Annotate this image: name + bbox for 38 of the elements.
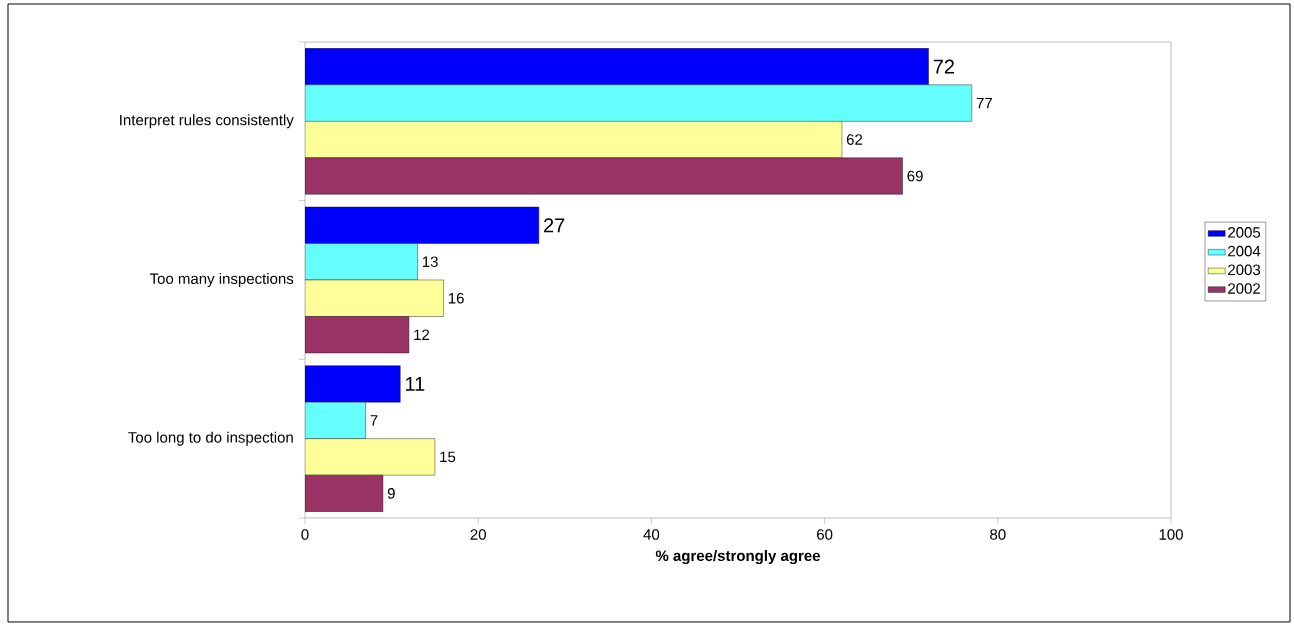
legend-label: 2003 xyxy=(1228,264,1261,276)
bar xyxy=(305,401,366,439)
legend-label: 2004 xyxy=(1228,245,1261,257)
x-tick-label: 0 xyxy=(301,529,309,540)
data-label: 77 xyxy=(976,97,992,109)
bar xyxy=(305,316,410,354)
y-tick-label: Interpret rules consistently xyxy=(120,114,294,129)
data-label: 15 xyxy=(440,451,456,463)
data-label: 11 xyxy=(406,377,425,391)
bar xyxy=(305,157,903,195)
x-axis-title: % agree/strongly agree xyxy=(655,550,821,565)
data-label: 72 xyxy=(933,59,954,74)
bar xyxy=(305,365,401,403)
data-label: 12 xyxy=(414,329,430,340)
x-tick-label: 80 xyxy=(990,529,1006,540)
bar xyxy=(305,48,929,86)
bar xyxy=(305,438,436,476)
data-label: 9 xyxy=(387,488,395,499)
data-label: 69 xyxy=(907,170,923,182)
x-tick-label: 60 xyxy=(817,529,833,540)
bar xyxy=(305,121,843,159)
data-label: 62 xyxy=(846,134,863,145)
legend-label: 2002 xyxy=(1228,283,1260,294)
bar xyxy=(305,84,973,122)
y-tick-label: Too many inspections xyxy=(149,272,294,287)
bar xyxy=(305,474,384,512)
y-tick-label: Too long to do inspection xyxy=(128,431,293,446)
x-tick-label: 40 xyxy=(643,529,660,540)
data-label: 16 xyxy=(448,292,464,304)
data-label: 13 xyxy=(422,256,438,268)
data-label: 7 xyxy=(370,415,378,426)
bar xyxy=(305,206,540,244)
bar xyxy=(305,243,418,281)
legend-label: 2005 xyxy=(1228,227,1261,238)
data-label: 27 xyxy=(544,218,565,233)
x-tick-label: 100 xyxy=(1159,529,1183,540)
bar xyxy=(305,279,444,317)
x-tick-label: 20 xyxy=(470,529,486,540)
